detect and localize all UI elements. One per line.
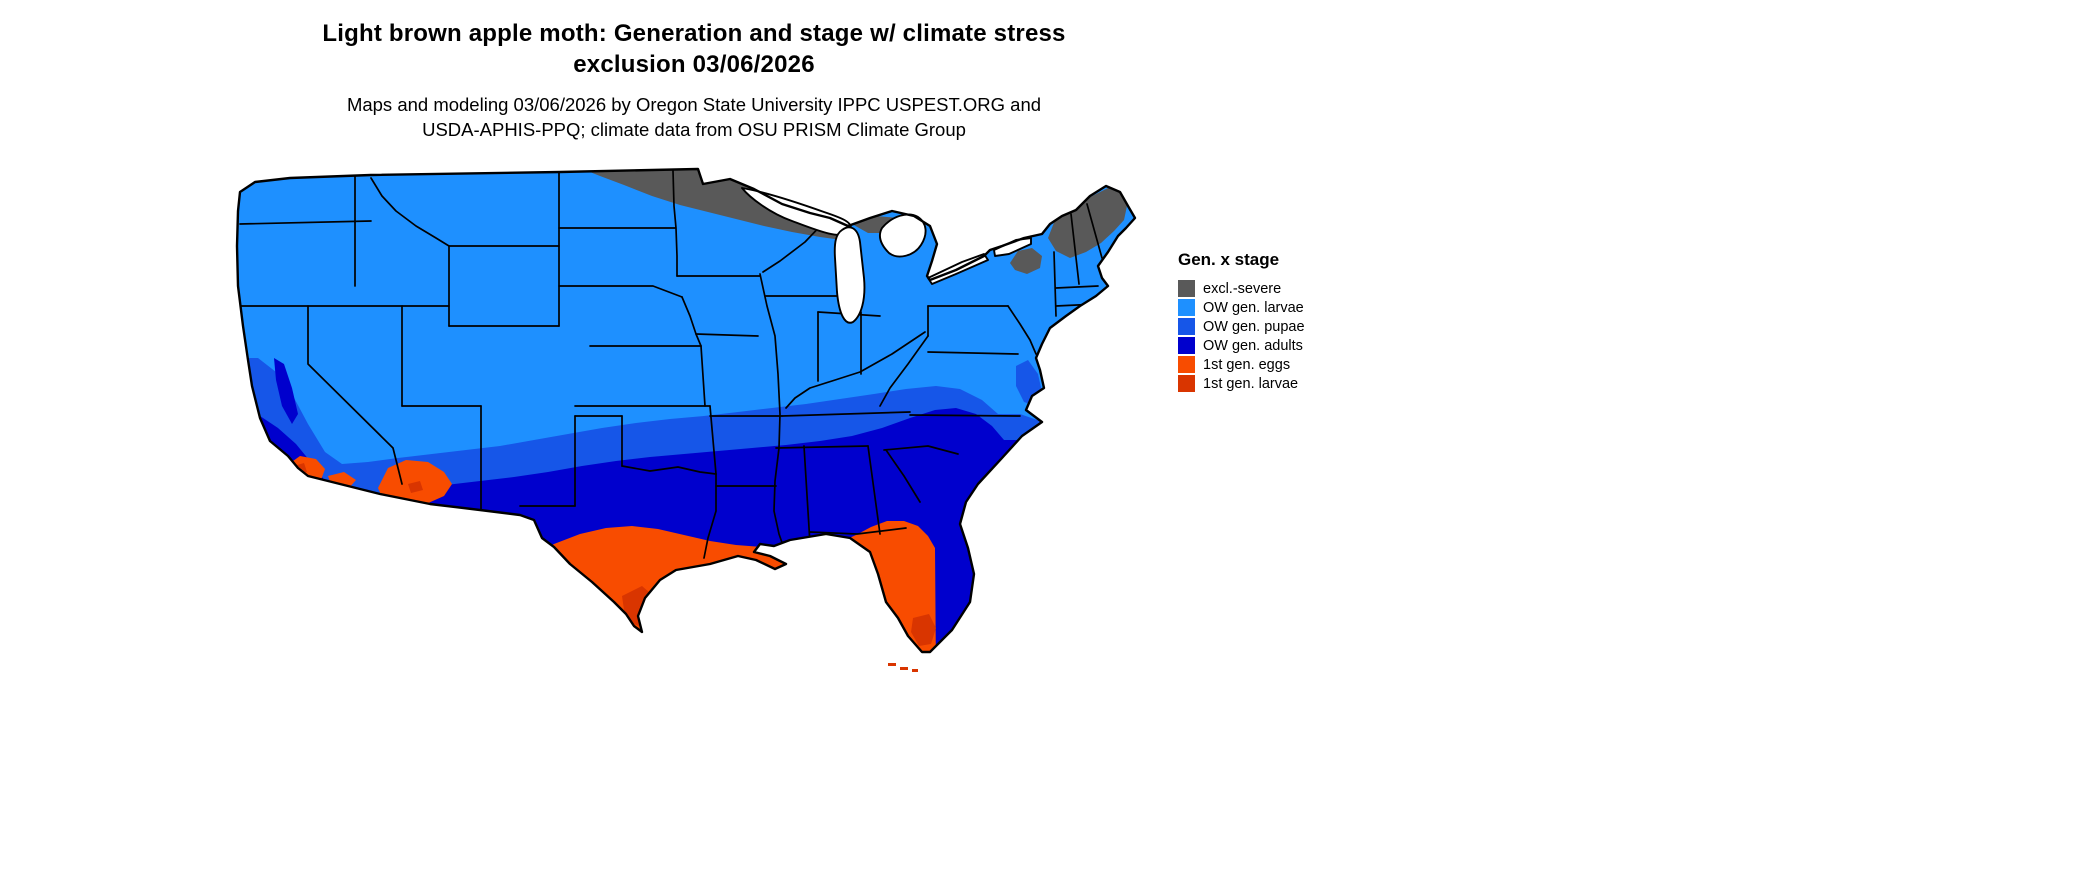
- florida-keys: [888, 663, 918, 672]
- legend-swatch: [1178, 337, 1195, 354]
- plot-title: Light brown apple moth: Generation and s…: [0, 18, 1388, 80]
- legend-item-label: OW gen. larvae: [1203, 299, 1304, 316]
- legend-swatch: [1178, 356, 1195, 373]
- legend-item-label: OW gen. adults: [1203, 337, 1303, 354]
- region-excl-severe-new-england: [1048, 188, 1127, 258]
- legend-items: excl.-severe OW gen. larvae OW gen. pupae O…: [1178, 279, 1368, 393]
- region-excl-severe-adirondacks: [1010, 248, 1042, 274]
- legend-title: Gen. x stage: [1178, 250, 1280, 269]
- us-choropleth-map: [235, 167, 1137, 672]
- plot-title-line2: exclusion 03/06/2026: [573, 51, 815, 78]
- legend-swatch: [1178, 318, 1195, 335]
- legend-item-label: 1st gen. larvae: [1203, 375, 1299, 392]
- us-outline: [235, 167, 1137, 654]
- legend-item: OW gen. larvae: [1178, 298, 1368, 317]
- legend-item-label: excl.-severe: [1203, 280, 1282, 297]
- legend-item: excl.-severe: [1178, 279, 1368, 298]
- region-eggs-arizona: [378, 460, 452, 504]
- region-eggs-south-band: [508, 521, 936, 652]
- region-ow-adults-sierra: [274, 358, 298, 424]
- lake-michigan: [833, 226, 866, 324]
- region-excl-severe-north-central: [585, 170, 846, 240]
- legend-item-label: OW gen. pupae: [1203, 318, 1305, 335]
- legend-item: OW gen. adults: [1178, 336, 1368, 355]
- plot-subtitle-line1: Maps and modeling 03/06/2026 by Oregon S…: [346, 94, 1042, 115]
- legend-swatch: [1178, 280, 1195, 297]
- legend-swatch: [1178, 375, 1195, 392]
- legend-item: 1st gen. eggs: [1178, 355, 1368, 374]
- legend-item: 1st gen. larvae: [1178, 374, 1368, 393]
- region-1st-larvae-arizona-spot: [408, 481, 423, 493]
- map-container: [230, 166, 1140, 676]
- state-borders: [238, 170, 1103, 559]
- plot-subtitle: Maps and modeling 03/06/2026 by Oregon S…: [0, 92, 1388, 142]
- plot-title-line1: Light brown apple moth: Generation and s…: [322, 20, 1066, 47]
- legend-item-label: 1st gen. eggs: [1203, 356, 1291, 373]
- plot-subtitle-line2: USDA-APHIS-PPQ; climate data from OSU PR…: [422, 119, 966, 140]
- legend-item: OW gen. pupae: [1178, 317, 1368, 336]
- legend: Gen. x stage excl.-severe OW gen. larvae O…: [1178, 250, 1368, 393]
- region-1st-larvae-south-florida: [911, 614, 936, 646]
- legend-swatch: [1178, 299, 1195, 316]
